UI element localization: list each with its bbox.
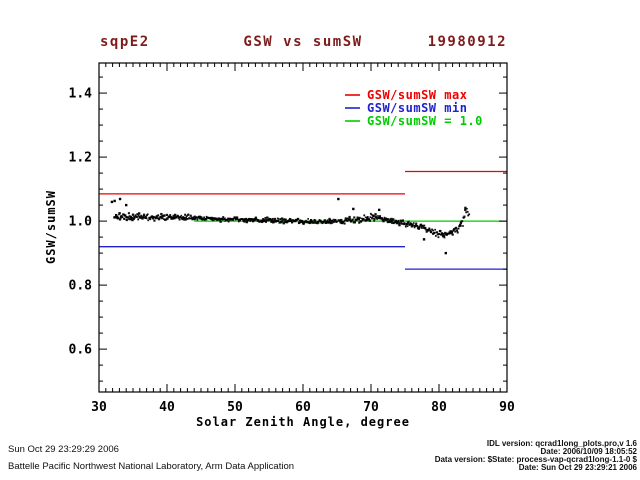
x-tick-label: 50: [227, 400, 243, 415]
outlier-point: [113, 199, 116, 203]
outlier-point: [110, 200, 114, 204]
x-tick-label: 60: [295, 400, 311, 415]
outlier-point: [118, 197, 122, 201]
chart-title: GSW vs sumSW: [243, 34, 362, 50]
x-axis-title: Solar Zenith Angle, degree: [196, 415, 410, 429]
x-tick-label: 90: [499, 400, 515, 415]
outlier-point: [125, 203, 128, 207]
run-date-line: Date: Sun Oct 29 23:29:21 2006: [518, 463, 637, 472]
data-version-line: Data version: $State: process-vap-qcrad1…: [434, 455, 637, 464]
creation-timestamp: Sun Oct 29 23:29:29 2006: [8, 444, 119, 455]
idl-date-line: Date: 2006/10/09 18:05:52: [540, 447, 637, 456]
legend-unity-label: GSW/sumSW = 1.0: [367, 114, 483, 128]
y-tick-label: 0.6: [69, 343, 93, 358]
outlier-point: [377, 208, 381, 212]
legend: GSW/sumSW max GSW/sumSW min GSW/sumSW = …: [345, 88, 483, 128]
x-tick-label: 80: [431, 400, 447, 415]
x-tick-label: 40: [159, 400, 175, 415]
y-tick-label: 1.4: [69, 87, 93, 102]
outlier-point: [444, 251, 447, 255]
x-tick-label: 70: [363, 400, 379, 415]
y-tick-label: 1.2: [69, 151, 92, 166]
scatter-points: [110, 197, 471, 255]
site-label: sqpE2: [100, 34, 150, 50]
date-label: 19980912: [428, 34, 507, 50]
legend-max-label: GSW/sumSW max: [367, 88, 467, 102]
y-tick-label: 0.8: [69, 279, 93, 294]
x-tick-label: 30: [91, 400, 107, 415]
organization-label: Battelle Pacific Northwest National Labo…: [8, 461, 295, 472]
provenance-block: IDL version: qcrad1long_plots.pro,v 1.6 …: [435, 440, 637, 472]
legend-min-label: GSW/sumSW min: [367, 101, 467, 115]
axis-ticks: [98, 63, 508, 392]
idl-version-line: IDL version: qcrad1long_plots.pro,v 1.6: [486, 439, 637, 448]
outlier-point: [352, 207, 355, 211]
y-tick-label: 1.0: [69, 215, 93, 230]
axis-tick-labels: 30 40 50 60 70 80 90 0.6 0.8 1.0 1.2 1.4: [69, 87, 515, 415]
outlier-point: [422, 238, 426, 241]
outlier-point: [337, 197, 340, 201]
y-axis-title: GSW/sumSW: [44, 190, 58, 264]
